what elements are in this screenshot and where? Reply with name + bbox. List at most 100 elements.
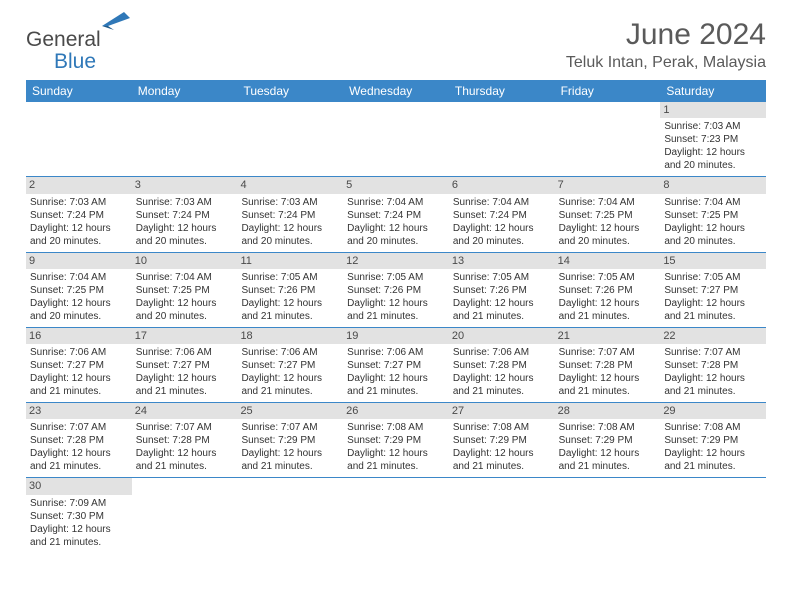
empty-cell bbox=[26, 102, 132, 176]
day-number: 26 bbox=[343, 403, 449, 419]
day-info: Sunrise: 7:07 AMSunset: 7:28 PMDaylight:… bbox=[664, 346, 762, 398]
day-number: 25 bbox=[237, 403, 343, 419]
week-row: 9Sunrise: 7:04 AMSunset: 7:25 PMDaylight… bbox=[26, 253, 766, 328]
day-cell: 5 Sunrise: 7:04 AMSunset: 7:24 PMDaylight… bbox=[343, 177, 449, 251]
day-number: 14 bbox=[555, 253, 661, 269]
day-cell: 13 Sunrise: 7:05 AMSunset: 7:26 PMDayligh… bbox=[449, 253, 555, 327]
day-number: 18 bbox=[237, 328, 343, 344]
day-cell: 14 Sunrise: 7:05 AMSunset: 7:26 PMDayligh… bbox=[555, 253, 661, 327]
weekday-header: Wednesday bbox=[343, 80, 449, 102]
day-cell: 12Sunrise: 7:05 AMSunset: 7:26 PMDayligh… bbox=[343, 253, 449, 327]
day-number: 11 bbox=[237, 253, 343, 269]
day-number: 21 bbox=[555, 328, 661, 344]
day-info: Sunrise: 7:07 AMSunset: 7:28 PMDaylight:… bbox=[559, 346, 657, 398]
day-info: Sunrise: 7:03 AMSunset: 7:24 PMDaylight:… bbox=[241, 196, 339, 248]
day-number: 30 bbox=[26, 478, 132, 494]
day-cell: 27Sunrise: 7:08 AMSunset: 7:29 PMDayligh… bbox=[449, 403, 555, 477]
week-row: 23Sunrise: 7:07 AMSunset: 7:28 PMDayligh… bbox=[26, 403, 766, 478]
month-title: June 2024 bbox=[566, 18, 766, 52]
calendar-grid: SundayMondayTuesdayWednesdayThursdayFrid… bbox=[26, 80, 766, 553]
empty-cell bbox=[237, 478, 343, 552]
day-cell: 22 Sunrise: 7:07 AMSunset: 7:28 PMDayligh… bbox=[660, 328, 766, 402]
day-info: Sunrise: 7:07 AMSunset: 7:28 PMDaylight:… bbox=[30, 421, 128, 473]
day-info: Sunrise: 7:04 AMSunset: 7:25 PMDaylight:… bbox=[136, 271, 234, 323]
empty-cell bbox=[237, 102, 343, 176]
day-cell: 7Sunrise: 7:04 AMSunset: 7:25 PMDaylight… bbox=[555, 177, 661, 251]
weekday-header: Tuesday bbox=[237, 80, 343, 102]
weekday-header: Monday bbox=[132, 80, 238, 102]
day-info: Sunrise: 7:03 AMSunset: 7:23 PMDaylight:… bbox=[664, 120, 762, 172]
day-info: Sunrise: 7:03 AMSunset: 7:24 PMDaylight:… bbox=[136, 196, 234, 248]
day-cell: 23 Sunrise: 7:07 AMSunset: 7:28 PMDayligh… bbox=[26, 403, 132, 477]
day-info: Sunrise: 7:05 AMSunset: 7:26 PMDaylight:… bbox=[347, 271, 445, 323]
day-number: 28 bbox=[555, 403, 661, 419]
day-cell: 6Sunrise: 7:04 AMSunset: 7:24 PMDaylight… bbox=[449, 177, 555, 251]
empty-cell bbox=[449, 478, 555, 552]
brand-text-blue: Blue bbox=[54, 50, 101, 74]
day-cell: 17Sunrise: 7:06 AMSunset: 7:27 PMDayligh… bbox=[132, 328, 238, 402]
day-cell: 15 Sunrise: 7:05 AMSunset: 7:27 PMDayligh… bbox=[660, 253, 766, 327]
day-info: Sunrise: 7:04 AMSunset: 7:24 PMDaylight:… bbox=[347, 196, 445, 248]
week-row: 16Sunrise: 7:06 AMSunset: 7:27 PMDayligh… bbox=[26, 328, 766, 403]
day-info: Sunrise: 7:08 AMSunset: 7:29 PMDaylight:… bbox=[559, 421, 657, 473]
weekday-header: Sunday bbox=[26, 80, 132, 102]
day-info: Sunrise: 7:05 AMSunset: 7:27 PMDaylight:… bbox=[664, 271, 762, 323]
day-number: 7 bbox=[555, 177, 661, 193]
day-info: Sunrise: 7:06 AMSunset: 7:27 PMDaylight:… bbox=[136, 346, 234, 398]
empty-cell bbox=[343, 478, 449, 552]
day-info: Sunrise: 7:08 AMSunset: 7:29 PMDaylight:… bbox=[453, 421, 551, 473]
day-number: 23 bbox=[26, 403, 132, 419]
day-number: 15 bbox=[660, 253, 766, 269]
day-number: 22 bbox=[660, 328, 766, 344]
day-info: Sunrise: 7:07 AMSunset: 7:29 PMDaylight:… bbox=[241, 421, 339, 473]
day-number: 24 bbox=[132, 403, 238, 419]
day-number: 19 bbox=[343, 328, 449, 344]
header: General Blue June 2024 Teluk Intan, Pera… bbox=[26, 18, 766, 74]
day-cell: 11Sunrise: 7:05 AMSunset: 7:26 PMDayligh… bbox=[237, 253, 343, 327]
week-row: 2Sunrise: 7:03 AMSunset: 7:24 PMDaylight… bbox=[26, 177, 766, 252]
day-number: 2 bbox=[26, 177, 132, 193]
empty-cell bbox=[132, 102, 238, 176]
location-subtitle: Teluk Intan, Perak, Malaysia bbox=[566, 54, 766, 72]
brand-text-general: General bbox=[26, 28, 101, 51]
weeks-container: 1Sunrise: 7:03 AMSunset: 7:23 PMDaylight… bbox=[26, 102, 766, 553]
day-info: Sunrise: 7:04 AMSunset: 7:25 PMDaylight:… bbox=[664, 196, 762, 248]
day-number: 5 bbox=[343, 177, 449, 193]
day-cell: 2Sunrise: 7:03 AMSunset: 7:24 PMDaylight… bbox=[26, 177, 132, 251]
day-cell: 16Sunrise: 7:06 AMSunset: 7:27 PMDayligh… bbox=[26, 328, 132, 402]
day-info: Sunrise: 7:04 AMSunset: 7:24 PMDaylight:… bbox=[453, 196, 551, 248]
day-info: Sunrise: 7:06 AMSunset: 7:27 PMDaylight:… bbox=[347, 346, 445, 398]
weekday-header: Friday bbox=[555, 80, 661, 102]
day-info: Sunrise: 7:07 AMSunset: 7:28 PMDaylight:… bbox=[136, 421, 234, 473]
day-cell: 4 Sunrise: 7:03 AMSunset: 7:24 PMDaylight… bbox=[237, 177, 343, 251]
day-cell: 3 Sunrise: 7:03 AMSunset: 7:24 PMDaylight… bbox=[132, 177, 238, 251]
weekday-header-row: SundayMondayTuesdayWednesdayThursdayFrid… bbox=[26, 80, 766, 102]
day-info: Sunrise: 7:08 AMSunset: 7:29 PMDaylight:… bbox=[664, 421, 762, 473]
day-cell: 8Sunrise: 7:04 AMSunset: 7:25 PMDaylight… bbox=[660, 177, 766, 251]
day-info: Sunrise: 7:06 AMSunset: 7:28 PMDaylight:… bbox=[453, 346, 551, 398]
week-row: 1Sunrise: 7:03 AMSunset: 7:23 PMDaylight… bbox=[26, 102, 766, 177]
empty-cell bbox=[660, 478, 766, 552]
empty-cell bbox=[555, 478, 661, 552]
week-row: 30Sunrise: 7:09 AMSunset: 7:30 PMDayligh… bbox=[26, 478, 766, 552]
day-number: 13 bbox=[449, 253, 555, 269]
day-number: 16 bbox=[26, 328, 132, 344]
day-cell: 19 Sunrise: 7:06 AMSunset: 7:27 PMDayligh… bbox=[343, 328, 449, 402]
day-info: Sunrise: 7:08 AMSunset: 7:29 PMDaylight:… bbox=[347, 421, 445, 473]
day-cell: 26 Sunrise: 7:08 AMSunset: 7:29 PMDayligh… bbox=[343, 403, 449, 477]
day-cell: 28 Sunrise: 7:08 AMSunset: 7:29 PMDayligh… bbox=[555, 403, 661, 477]
day-cell: 29Sunrise: 7:08 AMSunset: 7:29 PMDayligh… bbox=[660, 403, 766, 477]
day-info: Sunrise: 7:05 AMSunset: 7:26 PMDaylight:… bbox=[453, 271, 551, 323]
flag-icon bbox=[102, 12, 132, 30]
day-cell: 24 Sunrise: 7:07 AMSunset: 7:28 PMDayligh… bbox=[132, 403, 238, 477]
day-number: 4 bbox=[237, 177, 343, 193]
empty-cell bbox=[555, 102, 661, 176]
day-cell: 20Sunrise: 7:06 AMSunset: 7:28 PMDayligh… bbox=[449, 328, 555, 402]
day-info: Sunrise: 7:05 AMSunset: 7:26 PMDaylight:… bbox=[559, 271, 657, 323]
day-info: Sunrise: 7:04 AMSunset: 7:25 PMDaylight:… bbox=[30, 271, 128, 323]
day-number: 10 bbox=[132, 253, 238, 269]
day-cell: 10 Sunrise: 7:04 AMSunset: 7:25 PMDayligh… bbox=[132, 253, 238, 327]
day-number: 3 bbox=[132, 177, 238, 193]
day-number: 9 bbox=[26, 253, 132, 269]
day-cell: 30Sunrise: 7:09 AMSunset: 7:30 PMDayligh… bbox=[26, 478, 132, 552]
